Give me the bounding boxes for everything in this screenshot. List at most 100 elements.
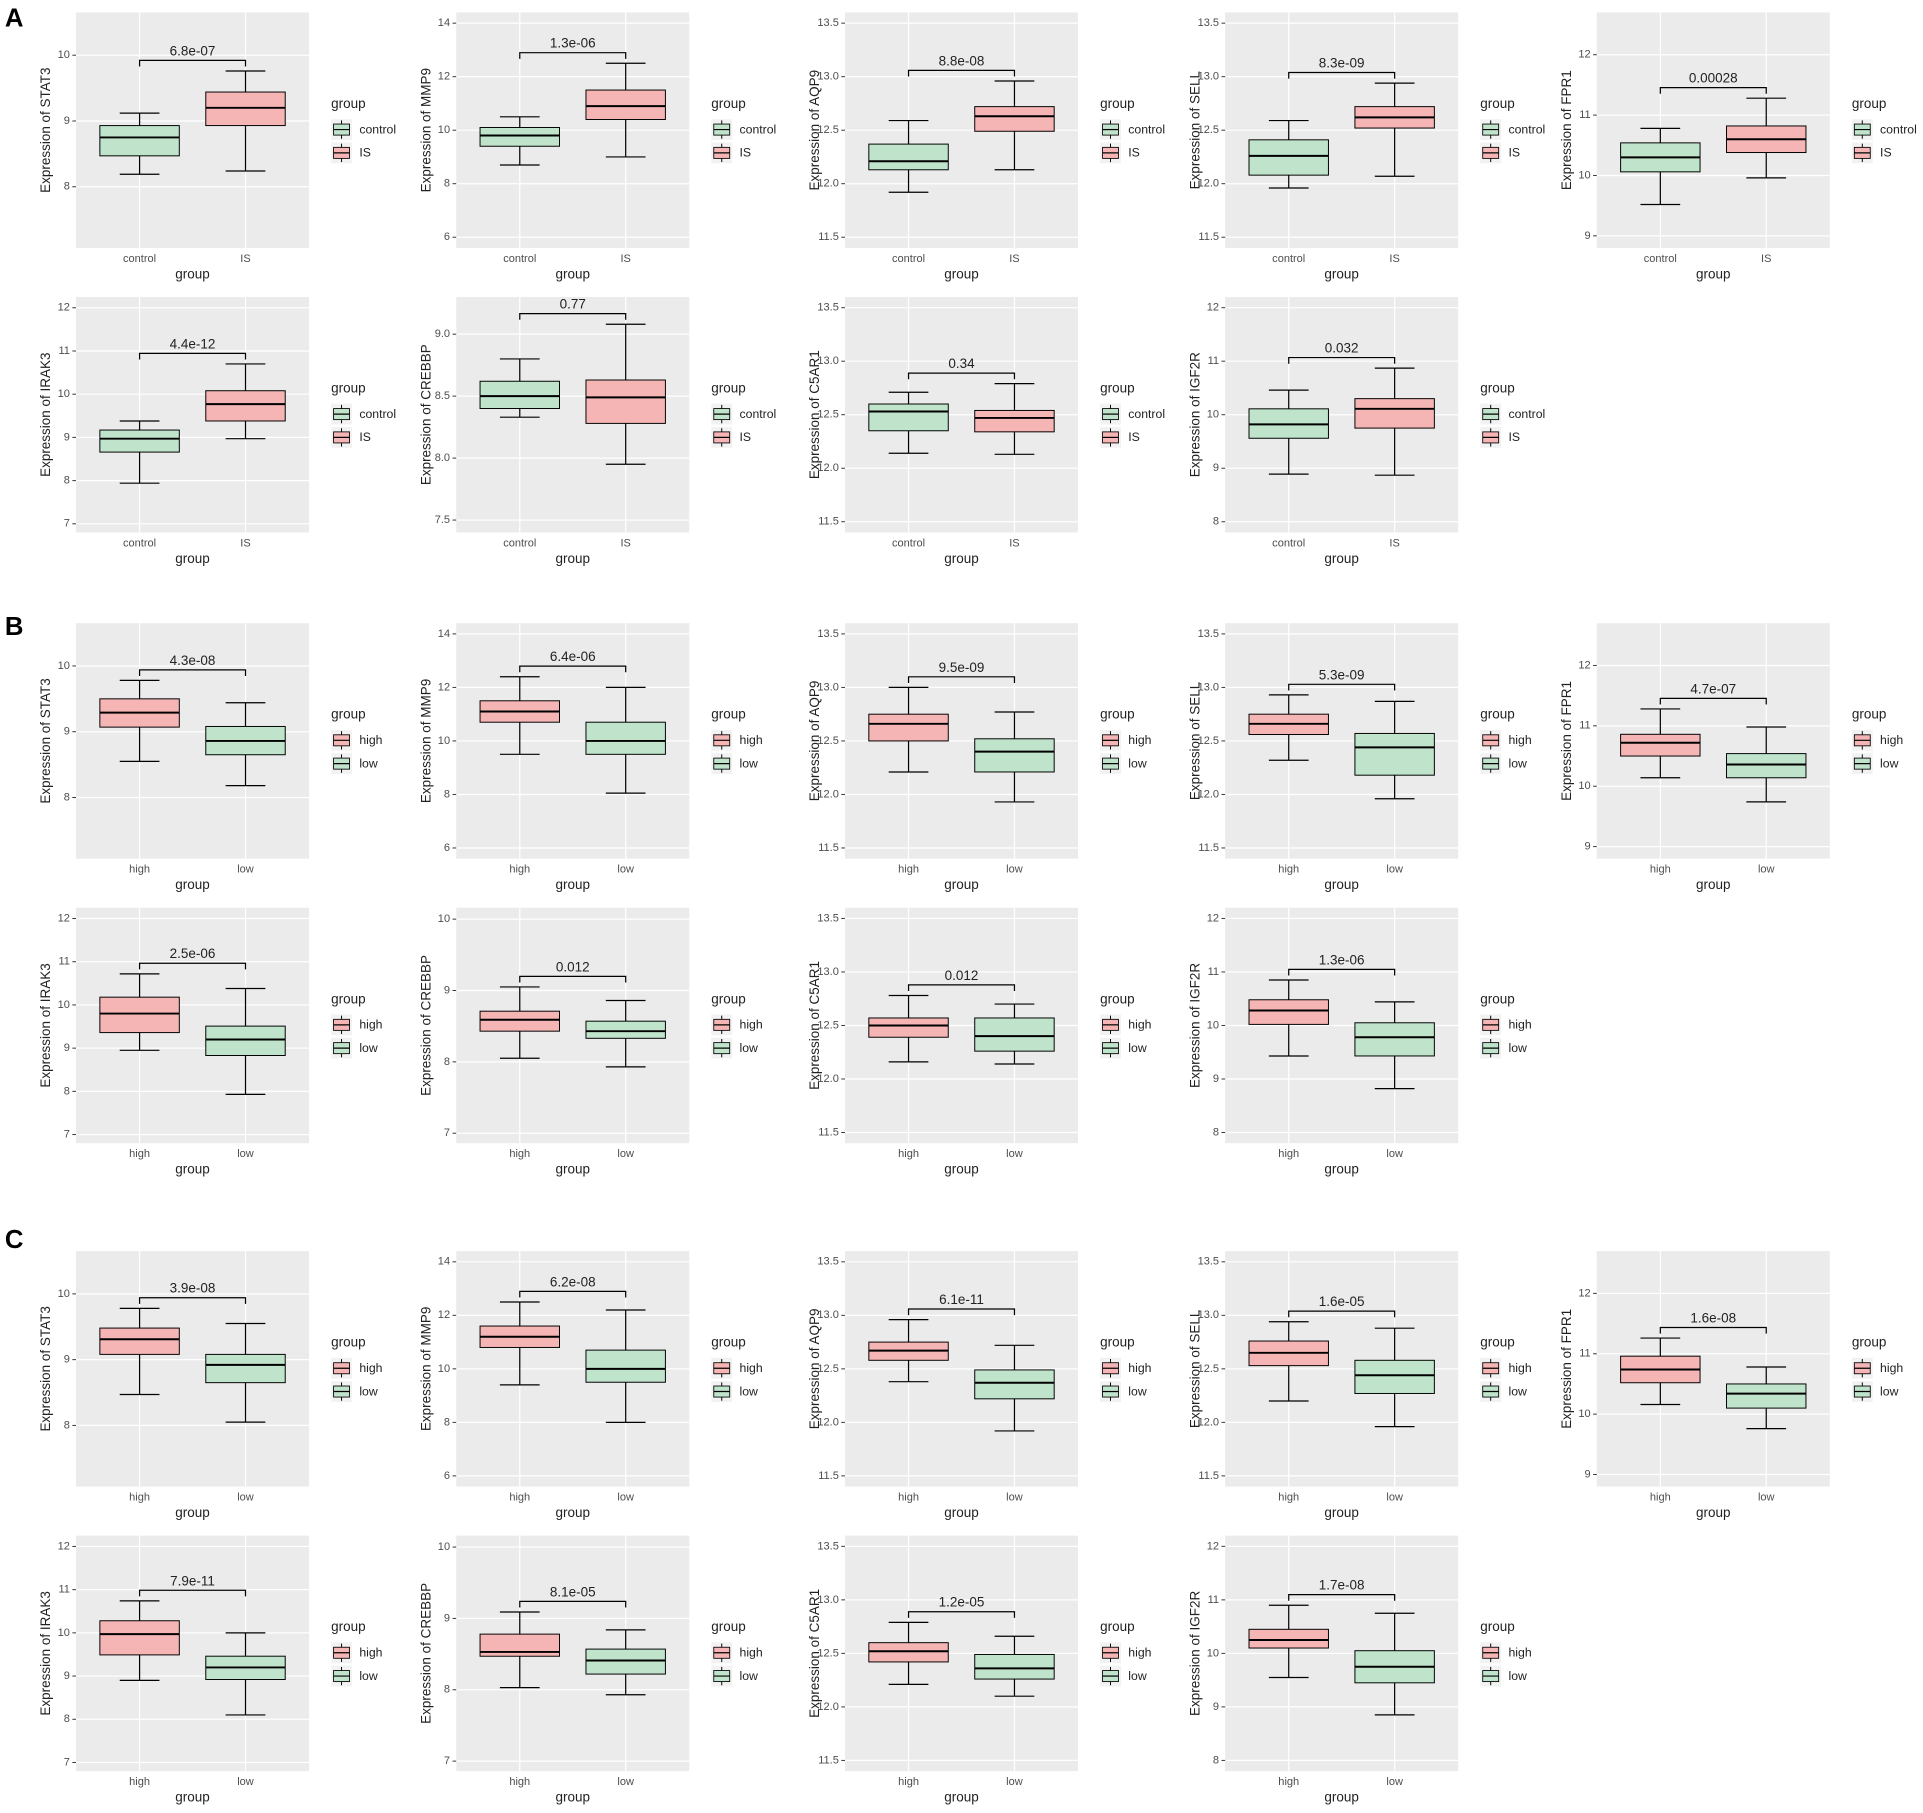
comparison-bracket xyxy=(907,1611,1016,1618)
x-tick-label: high xyxy=(509,864,530,876)
y-tick-label: 9 xyxy=(1585,230,1591,242)
y-tick-label: 7 xyxy=(444,1127,450,1139)
x-axis-label: group xyxy=(944,1162,979,1177)
legend-label: low xyxy=(1880,756,1899,770)
y-tick-label: 13.5 xyxy=(817,302,838,314)
panel: 9 10 11 12 control IS 0.00028 group Expression o… xyxy=(1559,12,1917,281)
y-tick-label: 11.5 xyxy=(818,842,839,854)
y-tick-label: 12.5 xyxy=(817,1019,838,1031)
comparison-bracket xyxy=(138,962,247,970)
y-tick-label: 8 xyxy=(64,475,70,487)
comparison-bracket xyxy=(519,1600,627,1608)
legend-label: low xyxy=(1128,756,1147,770)
box xyxy=(868,1017,949,1038)
y-tick-label: 11.5 xyxy=(1198,231,1219,243)
panel: 11.5 12.0 12.5 13.0 13.5 high low 1.6e-05 group E… xyxy=(1187,1251,1532,1520)
box xyxy=(1248,139,1329,176)
x-tick-label: low xyxy=(1386,864,1403,876)
y-tick-label: 8 xyxy=(64,1419,70,1431)
box xyxy=(1354,732,1435,776)
x-tick-label: control xyxy=(123,253,156,265)
legend-title: group xyxy=(1480,96,1515,111)
y-axis-label: Expression of IGF2R xyxy=(1187,963,1202,1088)
legend-title: group xyxy=(1100,381,1135,396)
legend-title: group xyxy=(1100,1619,1135,1634)
x-tick-label: control xyxy=(892,537,925,549)
x-tick-label: low xyxy=(617,1148,634,1160)
legend-label: high xyxy=(359,733,382,747)
panel: 6 8 10 12 14 high low 6.4e-06 group Expression of… xyxy=(418,623,763,892)
legend-title: group xyxy=(1100,1335,1135,1350)
box xyxy=(585,721,666,755)
y-tick-label: 8.0 xyxy=(435,452,450,464)
p-value: 1.7e-08 xyxy=(1319,1578,1365,1593)
y-axis-label: Expression of IGF2R xyxy=(1187,352,1202,477)
box xyxy=(99,1620,180,1656)
y-tick-label: 12.0 xyxy=(1198,788,1219,800)
legend-title: group xyxy=(711,991,746,1006)
y-tick-label: 12.5 xyxy=(1198,1363,1219,1375)
y-tick-label: 13.0 xyxy=(817,71,838,83)
panel: 9 10 11 12 high low 4.7e-07 group Expression of … xyxy=(1559,623,1903,892)
x-tick-label: low xyxy=(237,864,254,876)
legend-label: high xyxy=(1508,1018,1531,1032)
legend-title: group xyxy=(1100,991,1135,1006)
y-tick-label: 8 xyxy=(1213,516,1219,528)
x-tick-label: high xyxy=(129,864,150,876)
p-value: 8.3e-09 xyxy=(1319,55,1365,70)
comparison-bracket xyxy=(519,665,627,673)
y-tick-label: 8 xyxy=(64,1713,70,1725)
y-tick-label: 12.5 xyxy=(817,409,838,421)
y-tick-label: 12 xyxy=(1207,302,1219,314)
box xyxy=(585,1349,666,1383)
x-axis-label: group xyxy=(944,1790,979,1805)
box xyxy=(479,380,560,410)
y-tick-label: 12 xyxy=(1578,659,1590,671)
y-tick-label: 13.5 xyxy=(817,912,838,924)
legend-label: low xyxy=(1508,1669,1527,1683)
box xyxy=(868,1642,949,1663)
y-tick-label: 9 xyxy=(64,1670,70,1682)
y-tick-label: 10 xyxy=(58,49,70,61)
y-tick-label: 12 xyxy=(1578,1287,1590,1299)
legend-label: high xyxy=(1508,1646,1531,1660)
y-axis-label: Expression of STAT3 xyxy=(38,678,53,803)
box xyxy=(974,1369,1055,1400)
y-tick-label: 13.5 xyxy=(817,628,838,640)
x-axis-label: group xyxy=(555,551,590,566)
x-axis-label: group xyxy=(944,877,979,892)
legend-label: low xyxy=(1128,1041,1147,1055)
y-tick-label: 13.0 xyxy=(817,1309,838,1321)
x-axis-label: group xyxy=(175,266,209,281)
y-tick-label: 9 xyxy=(64,1354,70,1366)
x-axis-label: group xyxy=(555,266,590,281)
y-tick-label: 7 xyxy=(64,1756,70,1768)
box xyxy=(1354,1359,1435,1394)
legend-title: group xyxy=(1480,1335,1515,1350)
y-tick-label: 13.5 xyxy=(817,1256,838,1268)
y-tick-label: 12.0 xyxy=(817,178,838,190)
comparison-bracket xyxy=(1288,683,1396,691)
y-tick-label: 10 xyxy=(1578,1408,1590,1420)
x-axis-label: group xyxy=(175,551,209,566)
x-tick-label: high xyxy=(129,1492,150,1504)
y-tick-label: 12.0 xyxy=(1198,178,1219,190)
legend-label: control xyxy=(1508,122,1545,136)
y-tick-label: 8 xyxy=(444,178,450,190)
y-tick-label: 8 xyxy=(444,1416,450,1428)
x-tick-label: IS xyxy=(620,537,630,549)
legend-label: high xyxy=(740,1018,763,1032)
x-tick-label: low xyxy=(237,1148,254,1160)
legend-label: IS xyxy=(740,430,752,444)
legend-label: IS xyxy=(1128,146,1140,160)
panel: 7 8 9 10 high low 0.012 group Expression of CREB… xyxy=(418,907,763,1177)
y-axis-label: Expression of FPR1 xyxy=(1559,681,1574,801)
x-tick-label: control xyxy=(1272,253,1305,265)
y-tick-label: 10 xyxy=(1578,169,1590,181)
legend-label: high xyxy=(740,1646,763,1660)
legend-label: low xyxy=(359,1384,378,1398)
comparison-bracket xyxy=(1288,356,1396,364)
y-axis-label: Expression of AQP9 xyxy=(807,70,822,191)
legend-title: group xyxy=(711,707,746,722)
panel: 7 8 9 10 high low 8.1e-05 group Expression of CR… xyxy=(418,1535,763,1805)
